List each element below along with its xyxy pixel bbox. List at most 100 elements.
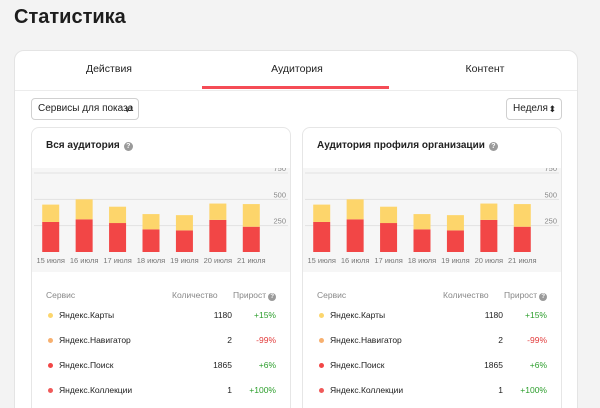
bar-segment — [175, 215, 193, 231]
x-tick-label: 18 июля — [137, 256, 166, 265]
bar-segment — [313, 204, 331, 222]
service-growth: -99% — [527, 335, 547, 345]
page-title: Статистика — [14, 6, 126, 28]
y-tick-label: 250 — [273, 217, 286, 226]
bar-segment — [75, 199, 93, 220]
x-tick-label: 16 июля — [70, 256, 99, 265]
table-row: Яндекс.Карты 1180 +15% — [32, 306, 290, 326]
bar-segment — [346, 199, 364, 220]
col-service-header: Сервис — [317, 290, 347, 300]
sliders-icon: ⇄ — [125, 104, 133, 114]
y-tick-label: 500 — [273, 190, 286, 199]
bar-segment — [242, 204, 260, 227]
table-row: Яндекс.Поиск 1865 +6% — [32, 356, 290, 376]
bar-segment — [513, 226, 531, 252]
table-row: Яндекс.Карты 1180 +15% — [303, 306, 561, 326]
service-growth: +6% — [529, 360, 547, 370]
tab-audience[interactable]: Аудитория — [271, 63, 323, 75]
help-icon[interactable]: ? — [539, 293, 548, 301]
service-growth: +100% — [520, 385, 547, 395]
service-name: Яндекс.Поиск — [59, 360, 114, 370]
bar-segment — [480, 203, 498, 220]
x-tick-label: 20 июля — [204, 256, 233, 265]
service-growth: +100% — [249, 385, 276, 395]
col-growth-header: Прирост? — [504, 290, 548, 301]
active-tab-indicator — [202, 86, 389, 89]
col-growth-header: Прирост? — [233, 290, 277, 301]
service-name: Яндекс.Коллекции — [59, 385, 133, 395]
x-tick-label: 19 июля — [441, 256, 470, 265]
service-name: Яндекс.Навигатор — [330, 335, 402, 345]
x-tick-label: 19 июля — [170, 256, 199, 265]
help-icon[interactable]: ? — [268, 293, 277, 301]
bar-segment — [446, 230, 464, 252]
tab-bar: Действия Аудитория Контент — [15, 51, 577, 91]
bar-segment — [380, 223, 398, 252]
service-name: Яндекс.Поиск — [330, 360, 385, 370]
x-tick-label: 21 июля — [237, 256, 266, 265]
service-count: 1865 — [484, 360, 503, 370]
service-count: 1 — [227, 385, 232, 395]
tab-content[interactable]: Контент — [465, 63, 505, 75]
legend-dot — [319, 313, 324, 318]
y-tick-label: 750 — [544, 168, 557, 173]
bar-segment — [380, 206, 398, 224]
x-tick-label: 16 июля — [341, 256, 370, 265]
table-row: Яндекс.Коллекции 1 +100% — [303, 381, 561, 401]
y-tick-label: 250 — [544, 217, 557, 226]
statistics-panel: Действия Аудитория Контент Сервисы для п… — [14, 50, 578, 408]
bar-segment — [109, 223, 127, 252]
legend-dot — [48, 363, 53, 368]
help-icon[interactable]: ? — [123, 142, 133, 151]
bar-segment — [142, 229, 160, 252]
service-growth: +15% — [525, 310, 547, 320]
col-count-header: Количество — [172, 290, 218, 300]
bar-segment — [480, 219, 498, 252]
help-icon[interactable]: ? — [488, 142, 498, 151]
services-filter-label: Сервисы для показа — [38, 103, 134, 114]
bar-segment — [346, 219, 364, 252]
legend-dot — [319, 338, 324, 343]
table-row: Яндекс.Навигатор 2 -99% — [303, 331, 561, 351]
legend-dot — [48, 313, 53, 318]
bar-segment — [109, 206, 127, 224]
card-title: Аудитория профиля организации? — [317, 140, 498, 151]
service-growth: +6% — [258, 360, 276, 370]
period-select[interactable]: Неделя ⬍ — [506, 98, 562, 120]
x-tick-label: 21 июля — [508, 256, 537, 265]
bar-segment — [209, 219, 227, 252]
services-filter-button[interactable]: Сервисы для показа ⇄ — [31, 98, 139, 120]
legend-dot — [48, 338, 53, 343]
tab-actions[interactable]: Действия — [85, 63, 132, 75]
service-name: Яндекс.Навигатор — [59, 335, 131, 345]
legend-dot — [48, 388, 53, 393]
bar-segment — [242, 226, 260, 252]
bar-segment — [413, 229, 431, 252]
audience-card-profile: Аудитория профиля организации? 250 500 750… — [302, 127, 562, 408]
y-tick-label: 500 — [544, 190, 557, 199]
service-count: 1865 — [213, 360, 232, 370]
col-service-header: Сервис — [46, 290, 76, 300]
bar-segment — [209, 203, 227, 220]
x-tick-label: 15 июля — [307, 256, 336, 265]
col-count-header: Количество — [443, 290, 489, 300]
legend-dot — [319, 363, 324, 368]
service-count: 1180 — [484, 310, 503, 320]
x-tick-label: 15 июля — [36, 256, 65, 265]
x-tick-label: 18 июля — [408, 256, 437, 265]
table-row: Яндекс.Поиск 1865 +6% — [303, 356, 561, 376]
y-tick-label: 750 — [273, 168, 286, 173]
x-tick-label: 17 июля — [103, 256, 132, 265]
legend-dot — [319, 388, 324, 393]
sort-updown-icon: ⬍ — [548, 104, 556, 114]
bar-segment — [175, 230, 193, 252]
bar-segment — [513, 204, 531, 227]
x-tick-label: 17 июля — [374, 256, 403, 265]
audience-bar-chart: 250 500 750 15 июля 16 июля 17 июля 18 июля 19 … — [305, 168, 559, 265]
table-row: Яндекс.Навигатор 2 -99% — [32, 331, 290, 351]
bar-segment — [42, 204, 60, 222]
table-row: Яндекс.Коллекции 1 +100% — [32, 381, 290, 401]
bar-segment — [42, 221, 60, 252]
service-name: Яндекс.Карты — [59, 310, 115, 320]
bar-segment — [413, 214, 431, 230]
